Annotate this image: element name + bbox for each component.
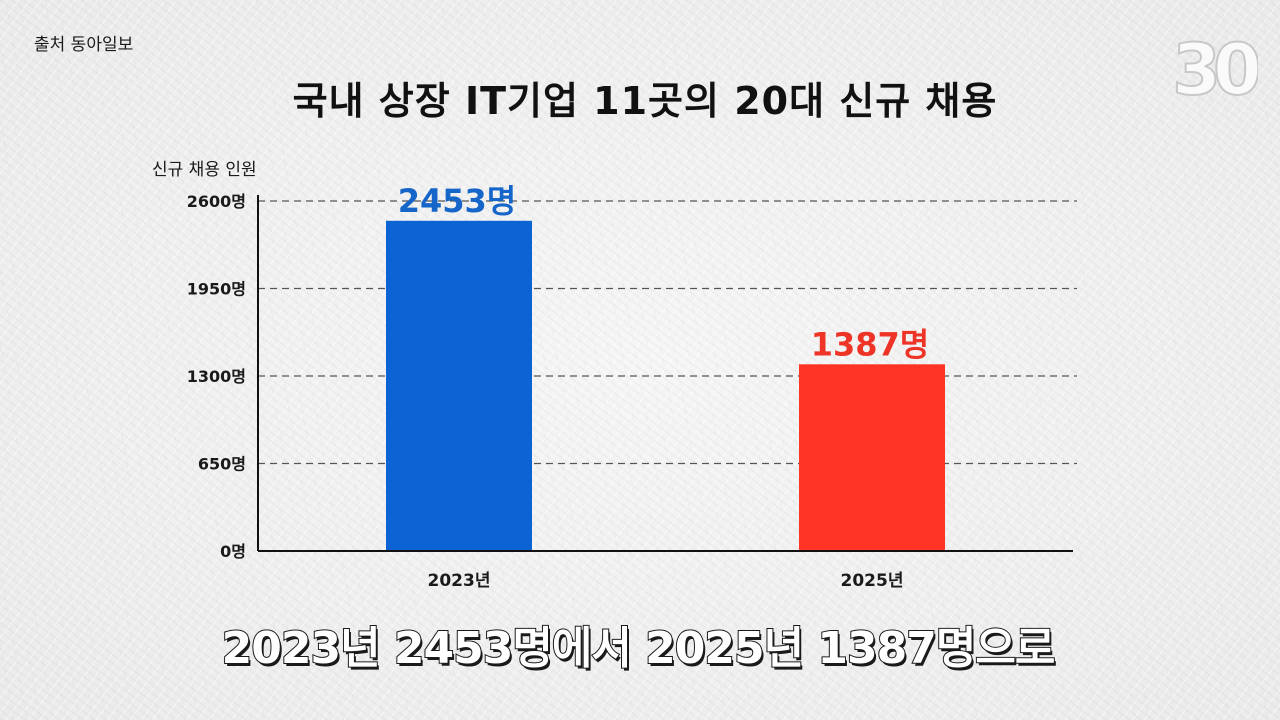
y-axis-label: 신규 채용 인원 xyxy=(152,160,257,180)
y-tick-label: 1950명 xyxy=(187,280,246,299)
channel-logo: 30 xyxy=(1171,28,1258,112)
data-label: 2453명 xyxy=(398,182,517,220)
x-tick-label: 2023년 xyxy=(428,571,491,591)
x-tick-label: 2025년 xyxy=(841,571,904,591)
y-tick-label: 650명 xyxy=(198,455,246,474)
subtitle-caption: 2023년 2453명에서 2025년 1387명으로 xyxy=(221,622,1057,675)
y-tick-label: 1300명 xyxy=(187,367,246,386)
chart-title: 국내 상장 IT기업 11곳의 20대 신규 채용 xyxy=(292,79,998,123)
y-tick-label: 0명 xyxy=(220,542,246,561)
y-tick-label: 2600명 xyxy=(187,192,246,211)
channel-logo-text: 30 xyxy=(1172,29,1258,111)
data-label: 1387명 xyxy=(811,325,930,363)
bar xyxy=(386,220,532,552)
source-credit: 출처 동아일보 xyxy=(34,35,134,55)
bar xyxy=(799,364,945,551)
